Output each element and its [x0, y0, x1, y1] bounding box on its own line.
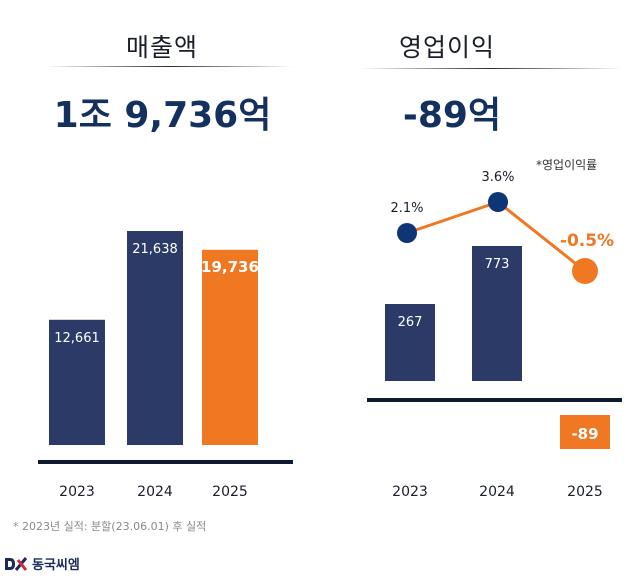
revenue-title: 매출액 — [125, 33, 198, 62]
logo-mark-icon — [5, 556, 28, 571]
operating-margin-label-2025: -0.5% — [560, 231, 614, 251]
revenue-bar-2025 — [202, 249, 258, 445]
operating-profit-bar-2023 — [385, 304, 435, 381]
operating-margin-point-2024 — [488, 192, 508, 212]
operating-margin-point-2023 — [397, 223, 417, 243]
revenue-bar-label-2024: 21,638 — [132, 242, 178, 257]
operating-profit-bar-label-2025: -89 — [571, 425, 598, 443]
operating-margin-note: *영업이익률 — [536, 158, 598, 172]
revenue-bar-label-2025: 19,736 — [201, 258, 259, 276]
operating-profit-chart: 267 2023 773 2024 -89 2025 2.1% 3.6% -0.5% — [367, 170, 622, 500]
revenue-x-tick-2024: 2024 — [137, 484, 173, 500]
operating-profit-bar-label-2023: 267 — [398, 315, 423, 330]
operating-profit-divider — [360, 68, 622, 69]
revenue-divider — [45, 66, 293, 67]
operating-profit-x-tick-2024: 2024 — [479, 484, 515, 500]
revenue-x-tick-2023: 2023 — [59, 484, 95, 500]
logo-name: 동국씨엠 — [32, 558, 80, 573]
revenue-bar-chart: 12,661 2023 21,638 2024 19,736 2025 — [38, 231, 293, 500]
operating-profit-bar-2024 — [472, 246, 522, 381]
revenue-x-tick-2025: 2025 — [212, 484, 248, 500]
company-logo: 동국씨엠 — [4, 554, 80, 573]
operating-profit-bar-2025 — [560, 415, 610, 449]
operating-profit-headline-value: -89억 — [402, 95, 502, 136]
footnote: * 2023년 실적: 분할(23.06.01) 후 실적 — [13, 520, 207, 533]
operating-margin-label-2024: 3.6% — [481, 170, 514, 185]
revenue-bar-2023 — [49, 319, 105, 445]
revenue-bar-label-2023: 12,661 — [54, 331, 100, 346]
operating-margin-label-2023: 2.1% — [390, 201, 423, 216]
revenue-bar-2024 — [127, 231, 183, 445]
revenue-headline-value: 1조 9,736억 — [53, 95, 272, 136]
operating-profit-x-tick-2023: 2023 — [392, 484, 428, 500]
operating-profit-title: 영업이익 — [398, 33, 495, 62]
operating-margin-point-2025 — [572, 258, 598, 284]
operating-profit-x-tick-2025: 2025 — [567, 484, 603, 500]
operating-profit-bar-label-2024: 773 — [485, 257, 510, 272]
